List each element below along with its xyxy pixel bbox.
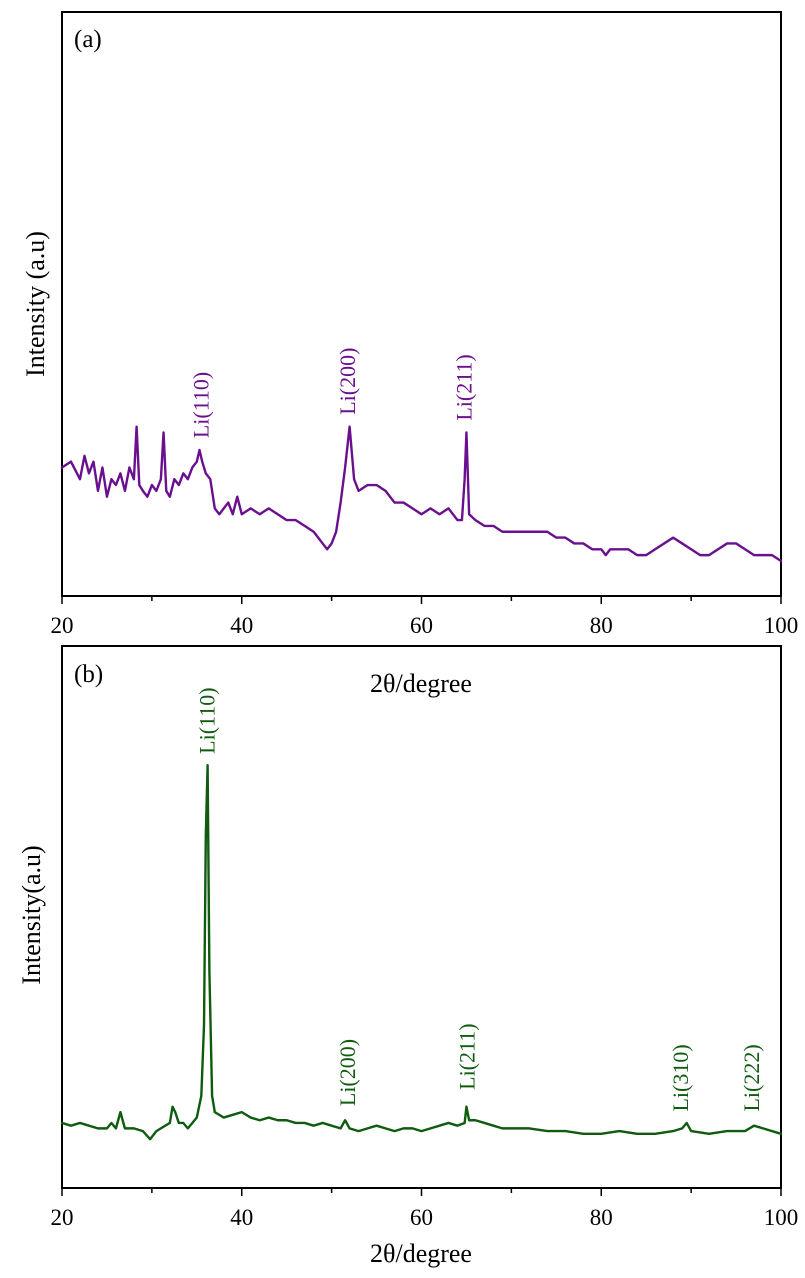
panel-b-x-tick-label: 20: [51, 1205, 74, 1230]
panel-a-plot-area: 20 40 60 80 100 Li(110) Li(200) Li(211): [51, 11, 799, 638]
panel-a-peak-label: Li(200): [335, 348, 360, 415]
panel-b-x-tick-label: 80: [590, 1205, 613, 1230]
panel-b-peak-label: Li(200): [335, 1039, 360, 1106]
panel-a-x-tick-label: 20: [51, 613, 74, 638]
panel-a-x-tick-label: 80: [590, 613, 613, 638]
panel-a-x-tick-label: 40: [230, 613, 253, 638]
panel-b-chart: 20 40 60 80 100 Li(110) Li(200) Li(211) Li(310) L…: [17, 645, 799, 1268]
panel-b-peak-label: Li(211): [454, 1023, 479, 1089]
panel-a-peak-label: Li(110): [188, 372, 213, 438]
panel-b-x-axis-title: 2θ/degree: [370, 1239, 472, 1268]
panel-b-plot-area: 20 40 60 80 100 Li(110) Li(200) Li(211) Li(310) L…: [51, 645, 799, 1230]
panel-a-chart: 20 40 60 80 100 Li(110) Li(200) Li(211) (a) Int…: [21, 11, 799, 638]
panel-b-label: (b): [74, 661, 103, 688]
panel-a-frame: [61, 11, 782, 597]
panel-b-x-tick-label: 100: [764, 1205, 799, 1230]
panel-a-x-tick-label: 100: [764, 613, 799, 638]
panel-b-x-tick-label: 60: [410, 1205, 433, 1230]
panel-a-x-axis-title: 2θ/degree: [370, 669, 472, 698]
panel-a-label: (a): [74, 26, 102, 53]
panel-a-series-line: [60, 425, 783, 563]
panel-b-peak-label: Li(222): [739, 1044, 764, 1111]
panel-b-peak-label: Li(110): [195, 687, 220, 753]
panel-b-y-axis-title: Intensity(a.u): [17, 845, 46, 984]
panel-b-series-line: [60, 764, 783, 1141]
panel-a-x-tick-label: 60: [410, 613, 433, 638]
panel-b-peak-label: Li(310): [668, 1044, 693, 1111]
panel-a-y-axis-title: Intensity (a.u): [21, 231, 50, 377]
panel-b-x-tick-label: 40: [230, 1205, 253, 1230]
panel-a-peak-label: Li(211): [452, 354, 477, 420]
